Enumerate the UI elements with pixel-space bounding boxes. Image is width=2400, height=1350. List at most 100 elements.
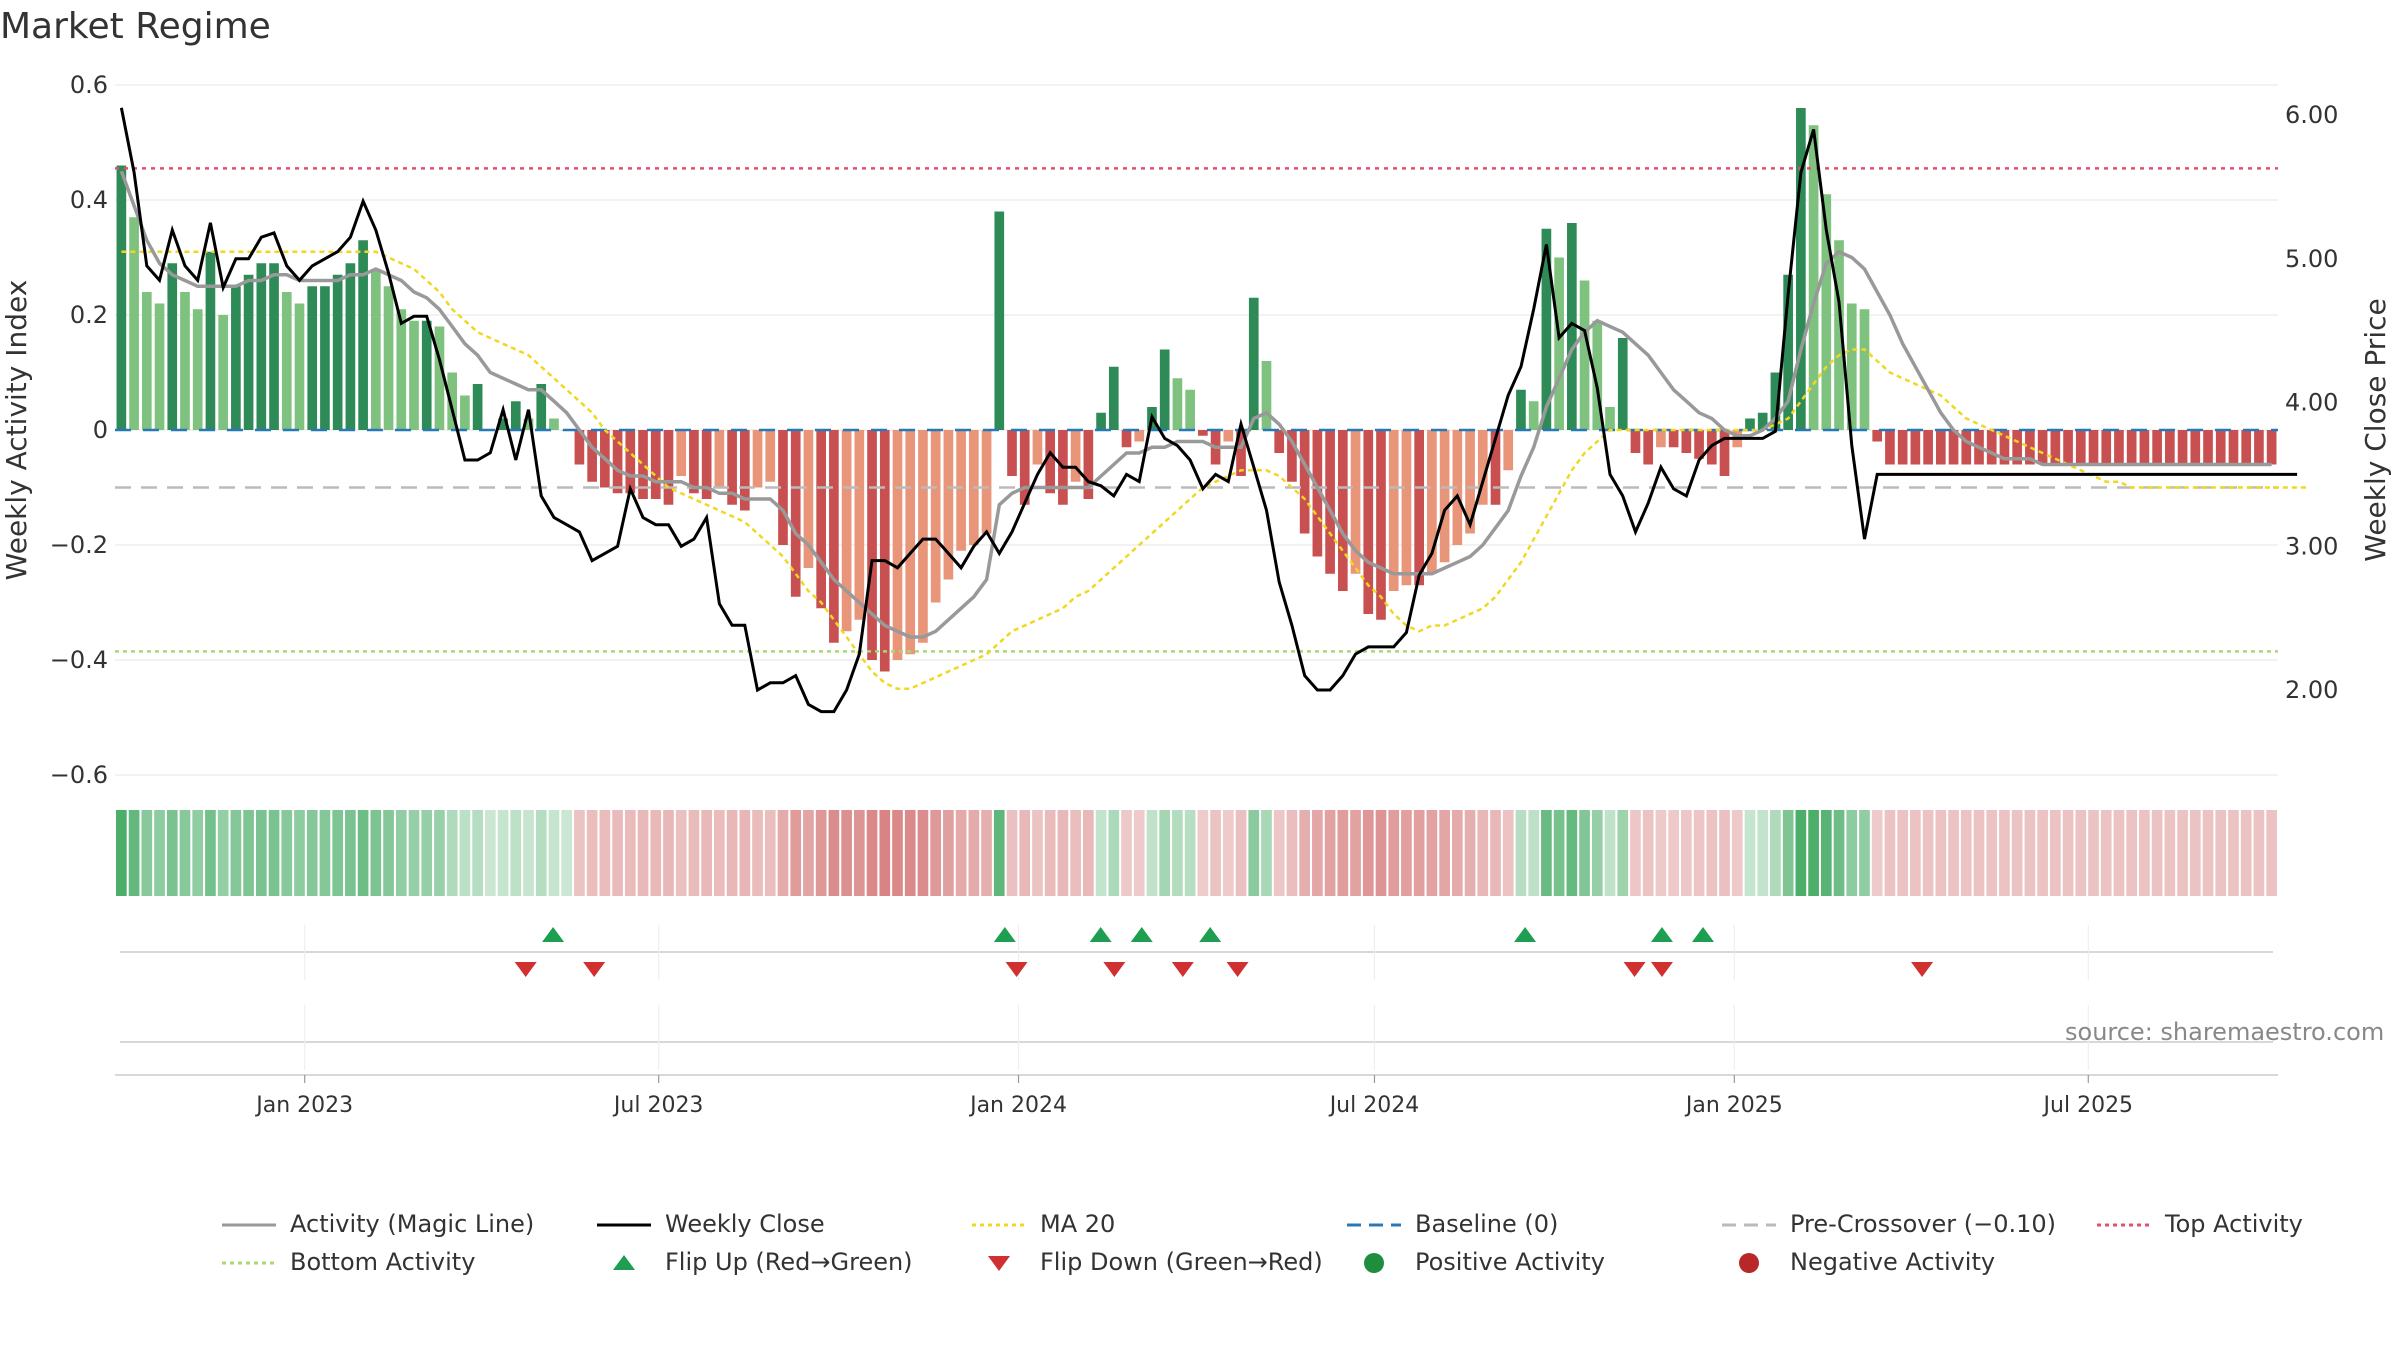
activity-bar	[549, 418, 559, 430]
activity-bar	[1401, 430, 1412, 586]
activity-bar	[358, 240, 368, 430]
activity-bar	[638, 430, 648, 499]
activity-bar	[1617, 338, 1628, 430]
magic-line	[119, 170, 2272, 639]
activity-bar	[2075, 430, 2086, 465]
activity-bar	[956, 430, 966, 551]
activity-bar	[829, 430, 839, 643]
regime-cell	[1948, 810, 1959, 896]
activity-bar	[2037, 430, 2048, 465]
regime-cell	[535, 810, 547, 896]
regime-cell	[777, 810, 789, 896]
activity-bar	[2063, 430, 2073, 465]
regime-cell	[395, 810, 407, 896]
flip-down-marker	[1226, 962, 1249, 977]
regime-cell	[1044, 810, 1056, 896]
flip-up-marker	[1089, 927, 1112, 942]
regime-cell	[1286, 810, 1298, 896]
regime-cell	[981, 810, 992, 896]
activity-bar	[943, 430, 954, 580]
legend-swatch	[597, 1223, 651, 1227]
activity-bars	[116, 108, 2277, 672]
activity-bar	[981, 430, 992, 534]
legend-swatch	[1364, 1253, 1384, 1273]
regime-cell	[2088, 810, 2099, 896]
activity-bar	[2126, 430, 2137, 465]
activity-bar	[1134, 430, 1145, 442]
regime-cell	[841, 810, 852, 896]
ma20-line	[121, 250, 2310, 691]
y-tick-label: −0.4	[50, 646, 108, 674]
regime-cell	[2240, 810, 2252, 896]
regime-cell	[128, 810, 140, 896]
regime-cell	[574, 810, 585, 896]
regime-cell	[637, 810, 649, 896]
regime-cell	[243, 810, 254, 896]
activity-bar	[460, 395, 470, 430]
regime-cell	[624, 810, 636, 896]
activity-bar	[2203, 430, 2213, 465]
regime-cell	[1935, 810, 1947, 896]
y2-tick-label: 6.00	[2285, 101, 2338, 129]
activity-bar	[1350, 430, 1361, 574]
legend-label: Flip Down (Green→Red)	[1040, 1248, 1323, 1276]
legend-item: Weekly Close	[595, 1210, 825, 1238]
regime-cell	[1808, 810, 1819, 896]
activity-bar	[1363, 430, 1374, 614]
regime-cell	[2266, 810, 2277, 896]
activity-bar	[2012, 430, 2023, 465]
activity-bar	[854, 430, 865, 620]
regime-cell	[1960, 810, 1972, 896]
activity-bar	[269, 263, 279, 430]
y-tick-label: −0.2	[50, 531, 108, 559]
activity-bar	[1859, 309, 1870, 430]
activity-bar	[1337, 430, 1348, 591]
axes: 0.6 0.4 0.2 0 −0.2 −0.4 −0.6 6.00 5.00 4.00 3.00 2.…	[0, 71, 2392, 1118]
legend-swatch	[1347, 1223, 1401, 1227]
regime-cell	[1630, 810, 1641, 896]
regime-cell	[943, 810, 954, 896]
activity-bar	[256, 263, 267, 430]
legend-swatch	[988, 1256, 1010, 1271]
legend-label: Flip Up (Red→Green)	[665, 1248, 913, 1276]
activity-bar	[2088, 430, 2099, 465]
regime-cell	[764, 810, 776, 896]
regime-cell	[1566, 810, 1578, 896]
activity-bar	[498, 418, 508, 430]
regime-cell	[2215, 810, 2227, 896]
regime-cell	[1362, 810, 1374, 896]
regime-cell	[2189, 810, 2201, 896]
activity-bar	[1159, 349, 1170, 430]
regime-cell	[2126, 810, 2138, 896]
activity-bar	[676, 430, 687, 476]
regime-cell	[2113, 810, 2125, 896]
activity-bar	[1757, 412, 1768, 430]
regime-cell	[726, 810, 738, 896]
regime-cell	[1210, 810, 1221, 896]
activity-bar	[370, 269, 381, 430]
activity-bar	[727, 430, 737, 505]
regime-cell	[1273, 810, 1285, 896]
activity-bar	[1986, 430, 1997, 465]
legend-swatch	[1722, 1223, 1776, 1227]
regime-cell	[993, 810, 1005, 896]
activity-bar	[1592, 320, 1603, 430]
regime-cell	[612, 810, 623, 896]
regime-cell	[523, 810, 534, 896]
regime-cell	[968, 810, 980, 896]
regime-cell	[1719, 810, 1730, 896]
activity-bar	[816, 430, 826, 609]
regime-cell	[446, 810, 458, 896]
regime-cell	[1057, 810, 1069, 896]
regime-cell	[714, 810, 725, 896]
activity-bar	[218, 315, 228, 430]
activity-bar	[332, 274, 343, 430]
activity-bar	[1490, 430, 1501, 505]
regime-cell	[1439, 810, 1450, 896]
regime-cell	[1388, 810, 1400, 896]
regime-cell	[1375, 810, 1387, 896]
flip-up-marker	[1199, 927, 1222, 942]
legend-marker	[613, 1255, 635, 1270]
activity-bar	[2050, 430, 2061, 465]
